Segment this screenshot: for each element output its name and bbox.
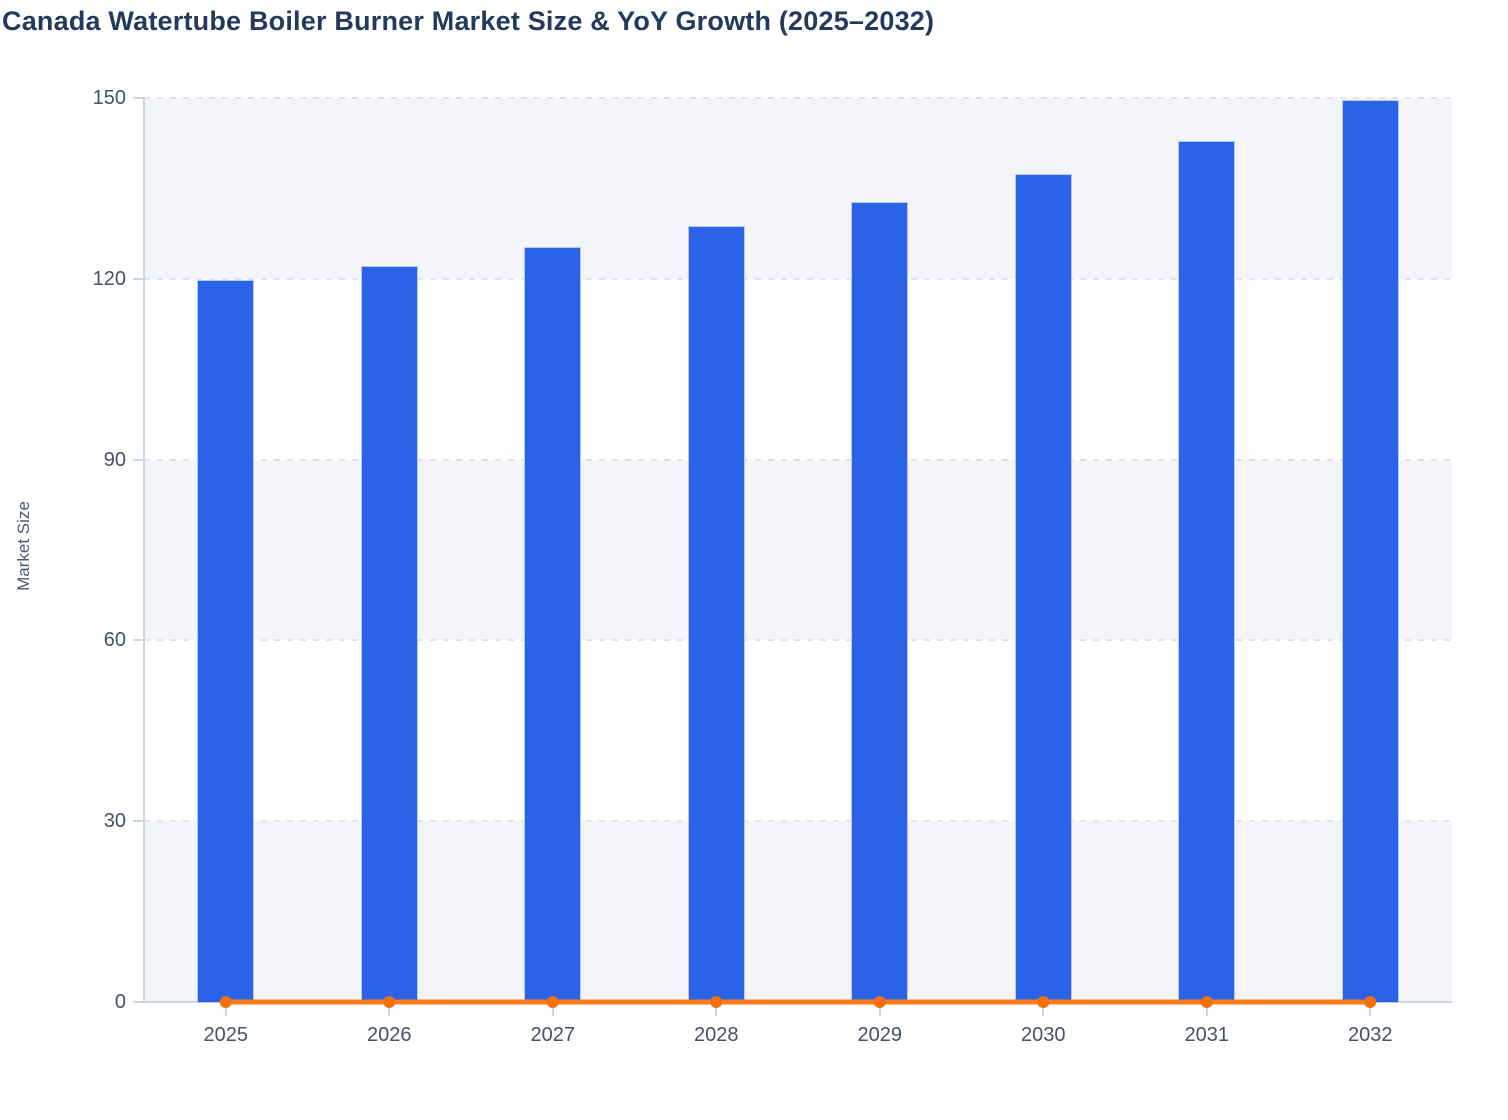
x-label-2031: 2031 (1184, 1024, 1230, 1046)
y-label-30: 30 (103, 810, 126, 833)
gridline-150 (144, 97, 1452, 99)
y-label-120: 120 (92, 267, 126, 290)
x-label-2029: 2029 (857, 1024, 903, 1046)
y-tick-150 (133, 97, 144, 99)
x-tick-2028 (715, 1003, 718, 1016)
y-tick-30 (133, 820, 144, 823)
yoy-marker-2030[interactable] (1037, 996, 1050, 1008)
x-label-2026: 2026 (367, 1024, 412, 1046)
x-label-2032: 2032 (1348, 1024, 1393, 1046)
plot-area: 0 30 60 90 120 150 2025 2026 2027 2028 2029 2030 203… (93, 88, 1452, 1046)
yoy-marker-2025[interactable] (219, 996, 232, 1008)
gridline-120 (144, 277, 1452, 280)
yoy-line-layer (219, 996, 1377, 1008)
bar-2031[interactable] (1179, 141, 1235, 1002)
y-label-0: 0 (114, 991, 126, 1013)
chart-title: Canada Watertube Boiler Burner Market Si… (2, 6, 935, 36)
bar-2026[interactable] (361, 266, 417, 1002)
y-axis-line (143, 98, 145, 1002)
x-label-2028: 2028 (694, 1024, 739, 1046)
x-tick-2030 (1042, 1003, 1045, 1016)
y-tick-0 (133, 1001, 144, 1003)
yoy-marker-2028[interactable] (710, 996, 723, 1008)
bar-2032[interactable] (1342, 101, 1398, 1002)
x-tick-2026 (388, 1003, 391, 1016)
x-tick-2029 (878, 1003, 881, 1016)
y-tick-60 (133, 639, 144, 642)
yoy-marker-2029[interactable] (873, 996, 886, 1008)
bar-2028[interactable] (688, 226, 744, 1002)
y-axis-title: Market Size (14, 501, 33, 591)
x-tick-2027 (551, 1003, 554, 1016)
x-label-2027: 2027 (530, 1024, 576, 1046)
yoy-marker-2026[interactable] (383, 996, 396, 1008)
x-label-2025: 2025 (203, 1024, 249, 1046)
bar-2030[interactable] (1015, 175, 1071, 1002)
yoy-marker-2032[interactable] (1364, 996, 1377, 1008)
y-tick-120 (133, 277, 144, 280)
yoy-marker-2031[interactable] (1200, 996, 1213, 1008)
y-tick-90 (133, 458, 144, 461)
x-tick-2025 (224, 1003, 227, 1016)
x-label-2030: 2030 (1021, 1024, 1066, 1046)
yoy-marker-2027[interactable] (546, 996, 559, 1008)
x-tick-2031 (1205, 1003, 1208, 1016)
gridline-60 (144, 639, 1452, 642)
gridline-30 (144, 820, 1452, 823)
y-label-150: 150 (92, 87, 126, 109)
bar-2025[interactable] (198, 281, 254, 1002)
bar-2027[interactable] (525, 248, 581, 1002)
y-label-60: 60 (103, 629, 126, 652)
bar-2029[interactable] (852, 202, 908, 1002)
gridline-90 (144, 458, 1452, 461)
y-label-90: 90 (103, 448, 126, 471)
x-tick-2032 (1369, 1003, 1372, 1016)
